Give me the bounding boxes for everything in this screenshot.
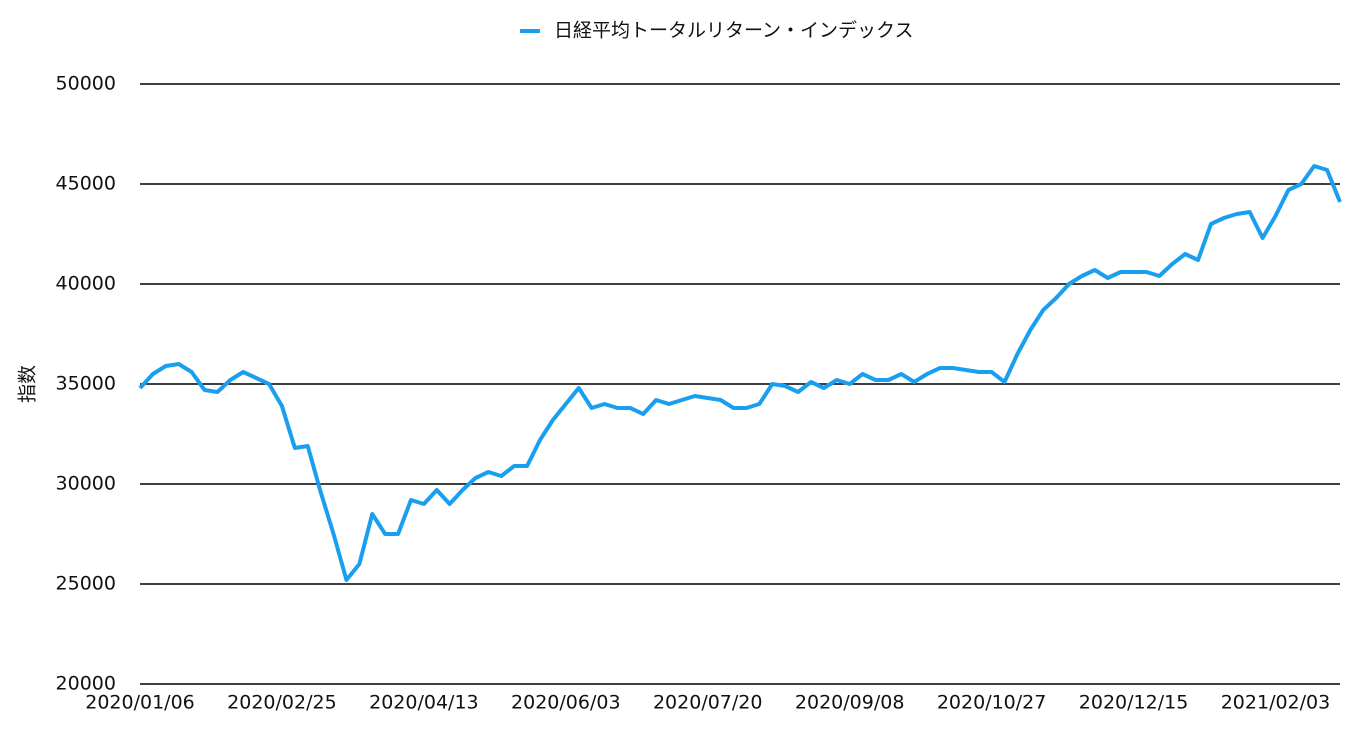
- x-tick-label: 2020/12/15: [1079, 692, 1189, 714]
- y-tick-label: 30000: [56, 473, 116, 495]
- y-tick-label: 20000: [56, 673, 116, 695]
- legend-label: 日経平均トータルリターン・インデックス: [554, 20, 913, 42]
- y-tick-label: 40000: [56, 273, 116, 295]
- x-tick-label: 2020/01/06: [85, 692, 195, 714]
- x-tick-label: 2020/09/08: [795, 692, 905, 714]
- x-tick-label: 2020/04/13: [369, 692, 479, 714]
- y-tick-label: 25000: [56, 573, 116, 595]
- y-tick-label: 35000: [56, 373, 116, 395]
- x-tick-label: 2021/02/03: [1221, 692, 1331, 714]
- x-tick-label: 2020/02/25: [227, 692, 337, 714]
- x-tick-label: 2020/07/20: [653, 692, 763, 714]
- y-tick-label: 45000: [56, 173, 116, 195]
- y-axis-label: 指数: [17, 365, 39, 403]
- x-tick-label: 2020/10/27: [937, 692, 1047, 714]
- x-tick-label: 2020/06/03: [511, 692, 621, 714]
- line: [138, 164, 1342, 582]
- y-tick-label: 50000: [56, 73, 116, 95]
